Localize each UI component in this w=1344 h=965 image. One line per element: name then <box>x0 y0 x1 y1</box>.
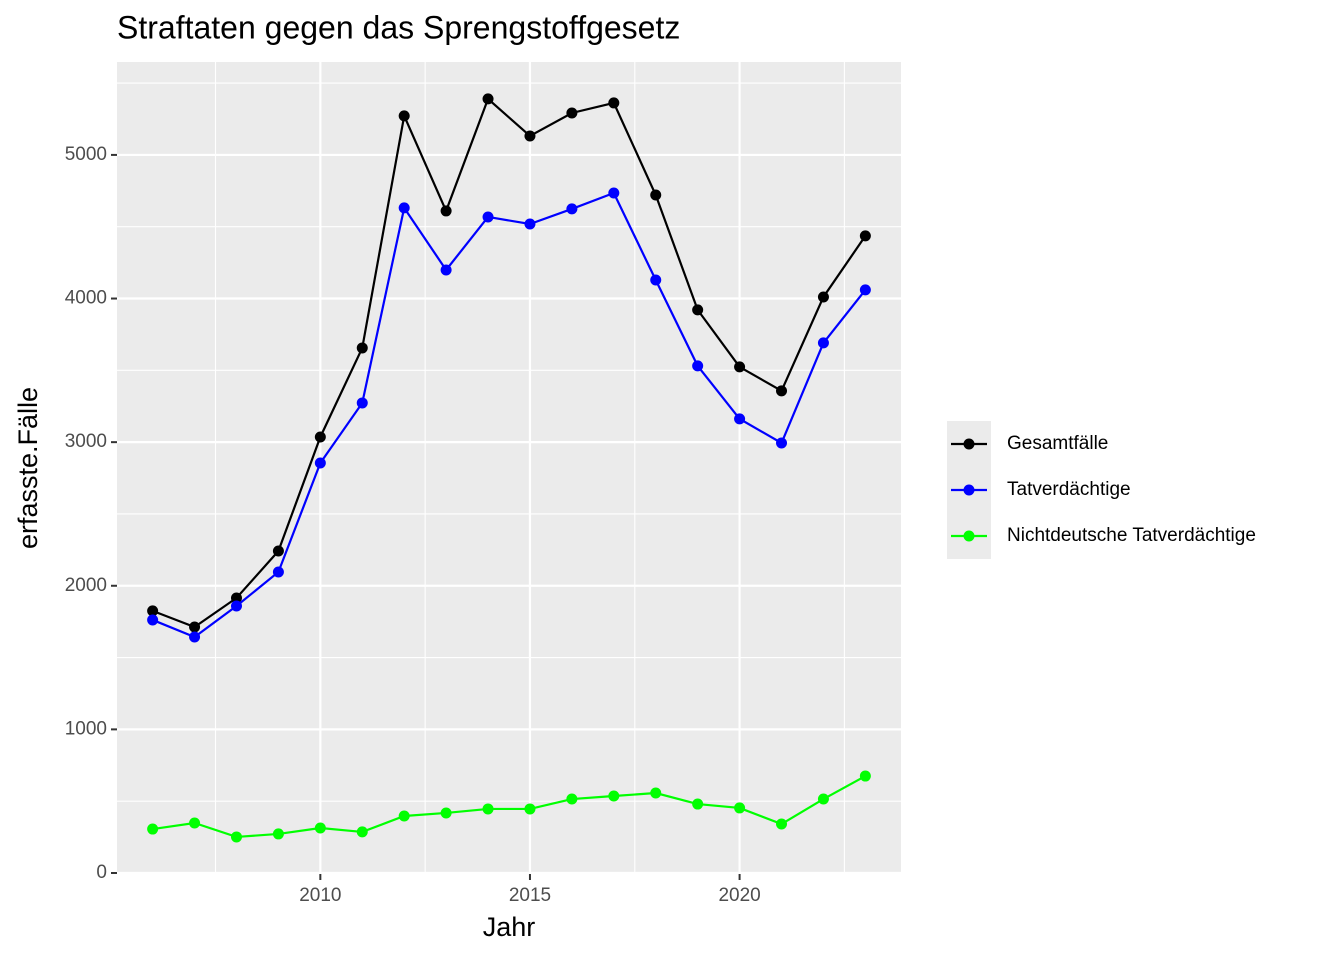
x-tick-label: 2010 <box>299 885 341 906</box>
y-tick-label: 4000 <box>65 288 107 309</box>
point <box>692 304 704 316</box>
point <box>314 431 326 443</box>
y-tick-label: 0 <box>96 862 107 883</box>
point <box>440 807 452 819</box>
point <box>776 437 788 449</box>
point <box>356 826 368 838</box>
point <box>734 802 746 814</box>
point <box>482 803 494 815</box>
point <box>440 264 452 276</box>
point <box>608 97 620 109</box>
panel <box>117 62 901 874</box>
point <box>356 342 368 354</box>
point <box>566 107 578 119</box>
point <box>189 817 201 829</box>
point <box>566 203 578 215</box>
point <box>776 385 788 397</box>
series-line <box>152 191 867 639</box>
chart-title: Straftaten gegen das Sprengstoffgesetz <box>117 9 680 45</box>
point <box>482 211 494 223</box>
legend-key-point <box>963 530 975 542</box>
point <box>734 361 746 373</box>
point <box>734 413 746 425</box>
point <box>650 274 662 286</box>
point <box>859 284 871 296</box>
point <box>230 592 242 604</box>
point <box>356 397 368 409</box>
point <box>230 600 242 612</box>
point <box>817 793 829 805</box>
point <box>314 822 326 834</box>
point <box>272 545 284 557</box>
point <box>272 566 284 578</box>
legend-label: Nichtdeutsche Tatverdächtige <box>1007 525 1256 546</box>
point <box>608 790 620 802</box>
point <box>524 218 536 230</box>
y-tick-label: 1000 <box>65 718 107 739</box>
legend-key-point <box>963 438 975 450</box>
point <box>776 818 788 830</box>
point <box>398 110 410 122</box>
point <box>230 831 242 843</box>
point <box>692 360 704 372</box>
x-tick-label: 2020 <box>718 885 760 906</box>
point <box>147 605 159 617</box>
y-tick-label: 2000 <box>65 575 107 596</box>
point <box>314 457 326 469</box>
point <box>398 202 410 214</box>
point <box>272 828 284 840</box>
legend-key-point <box>963 484 975 496</box>
series-line <box>152 97 867 629</box>
point <box>650 787 662 799</box>
point <box>817 291 829 303</box>
point <box>147 614 159 626</box>
series-line <box>152 775 866 839</box>
x-axis-title: Jahr <box>483 912 536 942</box>
point <box>189 631 201 643</box>
point <box>440 205 452 217</box>
point <box>524 803 536 815</box>
y-tick-label: 3000 <box>65 431 107 452</box>
point <box>817 337 829 349</box>
x-tick-label: 2015 <box>509 885 551 906</box>
point <box>608 187 620 199</box>
point <box>524 130 536 142</box>
point <box>859 770 871 782</box>
point <box>859 230 871 242</box>
legend-label: Tatverdächtige <box>1007 479 1131 500</box>
y-tick-label: 5000 <box>65 144 107 165</box>
point <box>566 793 578 805</box>
point <box>147 823 159 835</box>
point <box>482 93 494 105</box>
point <box>650 189 662 201</box>
point <box>189 621 201 633</box>
point <box>692 798 704 810</box>
point <box>398 810 410 822</box>
y-axis-title: erfasste.Fälle <box>13 387 43 549</box>
legend-label: Gesamtfälle <box>1007 433 1108 454</box>
